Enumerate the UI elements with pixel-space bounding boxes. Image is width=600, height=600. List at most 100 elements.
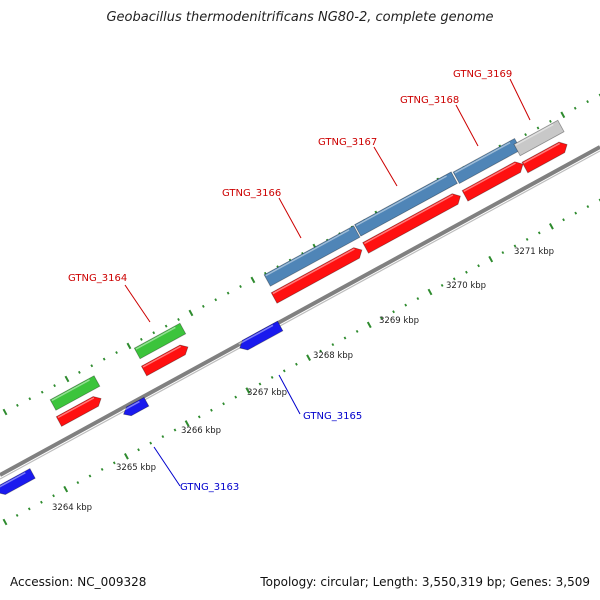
upper-tick-mark [16,403,19,407]
lower-tick-mark [525,237,529,241]
upper-tick-mark [152,331,156,335]
scale-label: 3265 kbp [116,463,156,473]
gene-leader-line [278,197,302,239]
gene-label: GTNG_3165 [303,411,362,422]
green-gene-block [133,322,187,360]
scale-label: 3270 kbp [446,281,486,291]
gene-label: GTNG_3169 [453,69,512,80]
green-gene-block [49,375,101,411]
lower-tick-mark [513,244,517,248]
upper-tick-mark [102,357,106,361]
lower-tick-mark [161,435,165,439]
lower-tick-mark [549,222,554,230]
red-cds-arrow [362,193,461,254]
gene-leader-line [278,374,301,415]
red-cds-arrow [270,247,363,304]
lower-tick-mark [40,500,43,504]
blue-cds-arrow [0,468,36,495]
upper-tick-mark [78,370,81,374]
scale-label: 3269 kbp [379,316,419,326]
lower-tick-mark [477,264,480,268]
lower-tick-mark [355,329,359,333]
upper-tick-mark [226,291,230,295]
lower-tick-mark [15,513,19,517]
upper-tick-mark [536,126,540,130]
lower-tick-mark [222,402,225,406]
red-cds-arrow [55,396,102,427]
lower-tick-mark [184,420,190,427]
lower-tick-mark [63,485,69,493]
grey-gene-block [513,119,565,157]
lower-tick-mark [100,467,104,471]
lower-tick-mark [27,507,31,511]
gene-leader-line [509,78,531,121]
gene-label: GTNG_3163 [180,482,239,493]
gene-label: GTNG_3164 [68,273,127,284]
upper-tick-mark [40,390,44,394]
gene-leader-line [455,104,479,147]
upper-tick-mark [549,119,552,123]
red-cds-arrow [140,344,189,377]
upper-tick-mark [139,337,143,341]
lower-tick-mark [210,408,213,412]
upper-tick-mark [524,133,527,137]
blue-cds-arrow [122,396,150,417]
gene-leader-line [124,284,151,323]
lower-tick-mark [319,349,323,353]
lower-tick-mark [392,310,395,314]
lower-tick-mark [76,481,80,485]
lower-tick-mark [137,448,140,452]
lower-tick-mark [488,255,494,263]
lower-tick-mark [416,297,420,301]
upper-tick-mark [250,276,256,284]
lower-tick-mark [501,251,505,255]
lower-tick-mark [173,428,177,432]
steel-gene-block [354,171,458,237]
lower-tick-mark [343,336,347,340]
lower-tick-mark [2,518,8,526]
lower-tick-mark [574,211,578,215]
red-cds-arrow [461,161,524,202]
lower-tick-mark [427,288,433,296]
upper-tick-mark [201,304,205,308]
gene-label: GTNG_3167 [318,137,377,148]
lower-tick-mark [258,382,262,386]
lower-tick-mark [537,231,541,235]
lower-tick-mark [380,316,383,320]
lower-tick-mark [234,395,238,399]
upper-tick-mark [164,324,168,328]
lower-tick-mark [270,375,274,379]
lower-tick-mark [52,494,55,498]
lower-tick-mark [440,283,444,287]
blue-cds-arrow [238,320,284,351]
lower-tick-mark [197,415,201,419]
lower-tick-mark [586,205,590,209]
upper-tick-mark [573,106,577,110]
lower-tick-mark [282,369,286,373]
scale-label: 3271 kbp [514,247,554,257]
scale-label: 3264 kbp [52,503,92,513]
lower-tick-mark [124,452,129,460]
lower-tick-mark [149,441,153,445]
scale-label: 3268 kbp [313,351,353,361]
lower-tick-mark [112,461,116,465]
lower-tick-mark [245,387,251,394]
upper-tick-mark [239,285,242,289]
genome-summary: Topology: circular; Length: 3,550,319 bp… [260,575,590,589]
lower-tick-mark [465,270,468,274]
lower-tick-mark [306,354,311,362]
upper-tick-mark [2,408,8,416]
upper-tick-mark [53,384,56,388]
gene-leader-line [153,446,181,487]
gene-label: GTNG_3166 [222,188,281,199]
upper-tick-mark [126,342,132,350]
lower-tick-mark [562,218,565,222]
upper-tick-mark [90,364,94,368]
gene-label: GTNG_3168 [400,95,459,106]
scale-label: 3266 kbp [181,426,221,436]
backbone-line [0,145,600,477]
upper-tick-mark [560,111,566,119]
gene-leader-line [373,146,398,187]
lower-tick-mark [404,303,408,307]
